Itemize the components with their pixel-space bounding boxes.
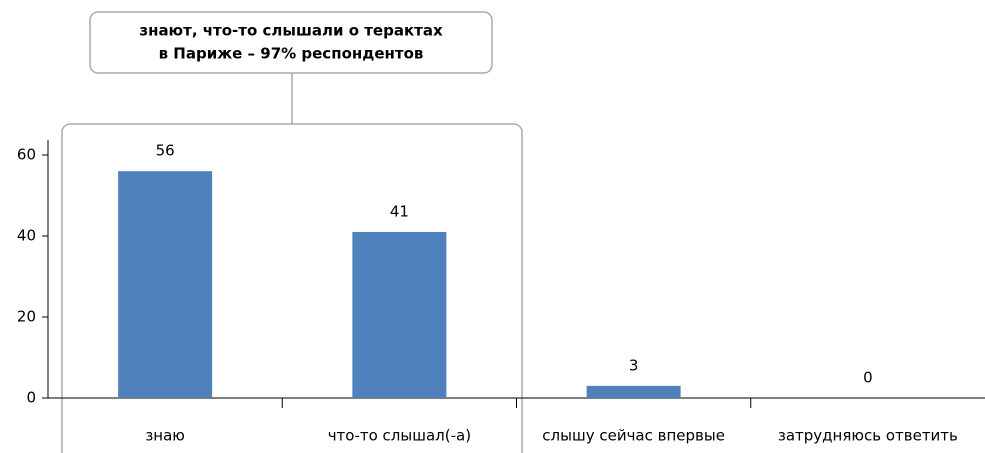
annotation-line: в Париже – 97% респондентов [159,45,424,63]
bar [118,171,213,398]
y-tick-label: 20 [17,308,36,326]
bar [352,231,447,398]
x-tick-label: затрудняюсь ответить [778,427,958,445]
annotation-box [89,11,493,74]
y-tick-label: 40 [17,227,36,245]
x-tick-label: что-то слышал(-а) [328,427,471,445]
y-tick-label: 0 [26,389,36,407]
x-tick-label: знаю [145,427,185,445]
value-label: 0 [863,369,873,387]
value-label: 56 [156,142,175,160]
bar [586,385,681,398]
x-tick-label: слышу сейчас впервые [542,427,725,445]
y-tick-label: 60 [17,146,36,164]
value-label: 41 [390,202,409,220]
value-label: 3 [629,356,639,374]
annotation-line: знают, что-то слышали о терактах [139,22,443,40]
